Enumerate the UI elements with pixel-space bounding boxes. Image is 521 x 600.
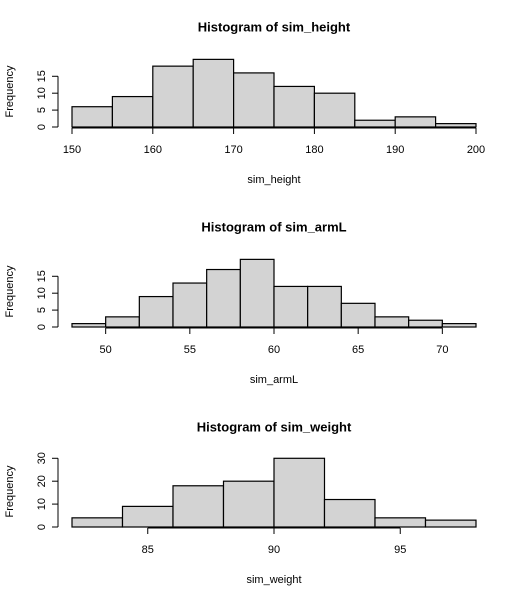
x-tick-label: 200 <box>467 144 485 156</box>
x-tick-label: 60 <box>268 344 280 356</box>
y-axis-label: Frequency <box>4 465 16 517</box>
y-tick-label: 15 <box>36 270 48 282</box>
x-tick-label: 150 <box>63 144 81 156</box>
bar <box>233 72 275 128</box>
bar <box>152 65 194 128</box>
x-tick-label: 50 <box>100 344 112 356</box>
chart-title: Histogram of sim_weight <box>197 419 352 434</box>
x-axis-label: sim_armL <box>250 374 298 386</box>
x-axis-label: sim_height <box>247 174 300 186</box>
x-tick-label: 180 <box>305 144 323 156</box>
y-axis-label: Frequency <box>4 265 16 317</box>
bar <box>340 302 376 328</box>
bar <box>354 119 396 128</box>
bar <box>206 268 241 328</box>
bar <box>71 323 107 328</box>
x-tick-label: 65 <box>352 344 364 356</box>
x-tick-label: 160 <box>144 144 162 156</box>
bar <box>394 116 437 128</box>
y-tick-label: 30 <box>36 452 48 464</box>
x-tick-label: 90 <box>268 544 280 556</box>
bar <box>374 517 427 528</box>
chart-title: Histogram of sim_armL <box>201 219 346 234</box>
bar <box>172 282 208 328</box>
bar <box>424 519 477 528</box>
y-axis-label: Frequency <box>4 65 16 117</box>
x-tick-label: 190 <box>386 144 404 156</box>
y-tick-label: 10 <box>36 498 48 510</box>
y-tick-label: 5 <box>36 307 48 313</box>
bar <box>273 85 316 128</box>
bar <box>105 316 140 328</box>
chart-title: Histogram of sim_height <box>198 19 351 34</box>
x-tick-label: 170 <box>224 144 242 156</box>
bar <box>192 58 235 128</box>
bar <box>222 480 275 528</box>
y-tick-label: 0 <box>36 124 48 130</box>
y-tick-label: 5 <box>36 107 48 113</box>
y-tick-label: 15 <box>36 70 48 82</box>
bar <box>71 106 114 128</box>
bar <box>307 285 342 328</box>
y-tick-label: 10 <box>36 287 48 299</box>
x-axis-label: sim_weight <box>246 574 301 586</box>
bar <box>273 285 309 328</box>
bar <box>435 123 477 128</box>
bar <box>374 316 410 328</box>
x-tick-label: 95 <box>394 544 406 556</box>
bar <box>121 505 174 528</box>
y-tick-label: 0 <box>36 324 48 330</box>
bar <box>111 95 154 128</box>
bar <box>441 323 477 328</box>
y-tick-label: 20 <box>36 475 48 487</box>
x-tick-label: 85 <box>142 544 154 556</box>
y-tick-label: 0 <box>36 524 48 530</box>
bar <box>172 485 225 528</box>
bar <box>323 498 376 528</box>
bar <box>408 319 443 328</box>
bar <box>138 295 174 328</box>
y-tick-label: 10 <box>36 87 48 99</box>
x-tick-label: 55 <box>184 344 196 356</box>
bar <box>313 92 356 128</box>
bar <box>71 517 124 528</box>
bar <box>273 457 326 528</box>
x-tick-label: 70 <box>436 344 448 356</box>
bar <box>239 258 275 328</box>
